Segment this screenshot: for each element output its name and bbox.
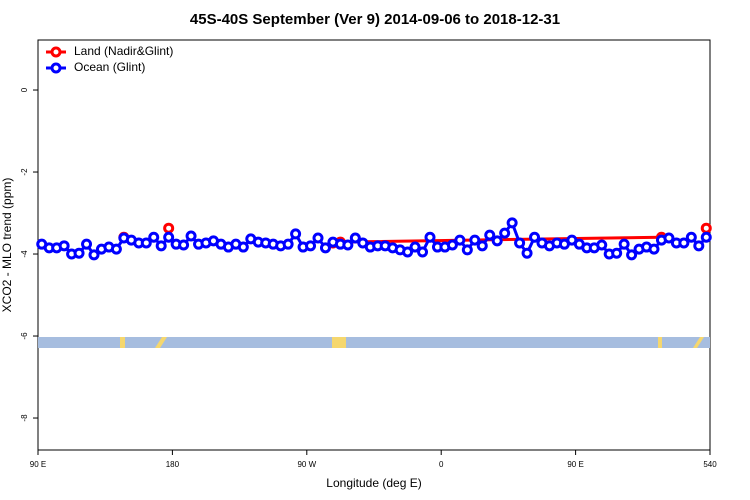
data-point [185, 230, 197, 242]
data-point [626, 249, 638, 261]
x-tick-label: 540 [703, 460, 717, 469]
data-point [663, 232, 675, 244]
legend-label: Land (Nadir&Glint) [74, 44, 173, 58]
data-point [521, 247, 533, 259]
data-point [163, 222, 175, 234]
legend-marker [50, 46, 62, 58]
data-point [148, 231, 160, 243]
data-point [140, 237, 152, 249]
data-point [648, 243, 660, 255]
data-point [611, 247, 623, 259]
y-tick-label: -2 [20, 168, 29, 176]
x-tick-label: 90 E [567, 460, 583, 469]
data-point [700, 231, 712, 243]
data-point [402, 246, 414, 258]
y-tick-label: -6 [20, 332, 29, 340]
data-point [469, 234, 481, 246]
data-point [237, 241, 249, 253]
data-point [461, 244, 473, 256]
x-tick-label: 180 [166, 460, 180, 469]
data-point [685, 231, 697, 243]
data-point [514, 237, 526, 249]
data-point [700, 222, 712, 234]
data-point [88, 249, 100, 261]
data-point [312, 232, 324, 244]
data-point [163, 231, 175, 243]
land-patch [332, 337, 346, 348]
data-point [454, 234, 466, 246]
x-axis-label: Longitude (deg E) [326, 476, 421, 490]
data-point [155, 240, 167, 252]
data-point [506, 217, 518, 229]
data-point [349, 232, 361, 244]
data-point [529, 231, 541, 243]
chart-title: 45S-40S September (Ver 9) 2014-09-06 to … [190, 11, 560, 28]
x-tick-label: 90 E [30, 460, 46, 469]
y-tick-label: -4 [20, 250, 29, 258]
data-point [290, 228, 302, 240]
data-point [81, 238, 93, 250]
y-axis-label: XCO2 - MLO trend (ppm) [0, 178, 14, 313]
data-point [58, 240, 70, 252]
data-point [282, 238, 294, 250]
data-point [305, 240, 317, 252]
data-point [499, 227, 511, 239]
data-point [319, 242, 331, 254]
legend-label: Ocean (Glint) [74, 60, 145, 74]
y-tick-label: -8 [20, 414, 29, 422]
data-point [491, 235, 503, 247]
land-patch [693, 337, 704, 348]
data-point [178, 239, 190, 251]
data-point [693, 240, 705, 252]
land-patch [120, 337, 125, 348]
land-patch [155, 337, 167, 348]
data-point [424, 231, 436, 243]
x-tick-label: 90 W [297, 460, 316, 469]
data-point [73, 247, 85, 259]
y-tick-label: 0 [20, 87, 29, 92]
data-point [484, 229, 496, 241]
legend-marker [50, 62, 62, 74]
data-point [417, 246, 429, 258]
data-point [342, 239, 354, 251]
data-point [446, 239, 458, 251]
land-mask-band [38, 337, 710, 348]
ocean-strip [38, 337, 710, 348]
data-point [409, 241, 421, 253]
land-patch [658, 337, 662, 348]
x-tick-label: 0 [439, 460, 444, 469]
data-point [618, 238, 630, 250]
data-point [596, 239, 608, 251]
data-point [476, 240, 488, 252]
data-point [678, 237, 690, 249]
data-point [110, 243, 122, 255]
